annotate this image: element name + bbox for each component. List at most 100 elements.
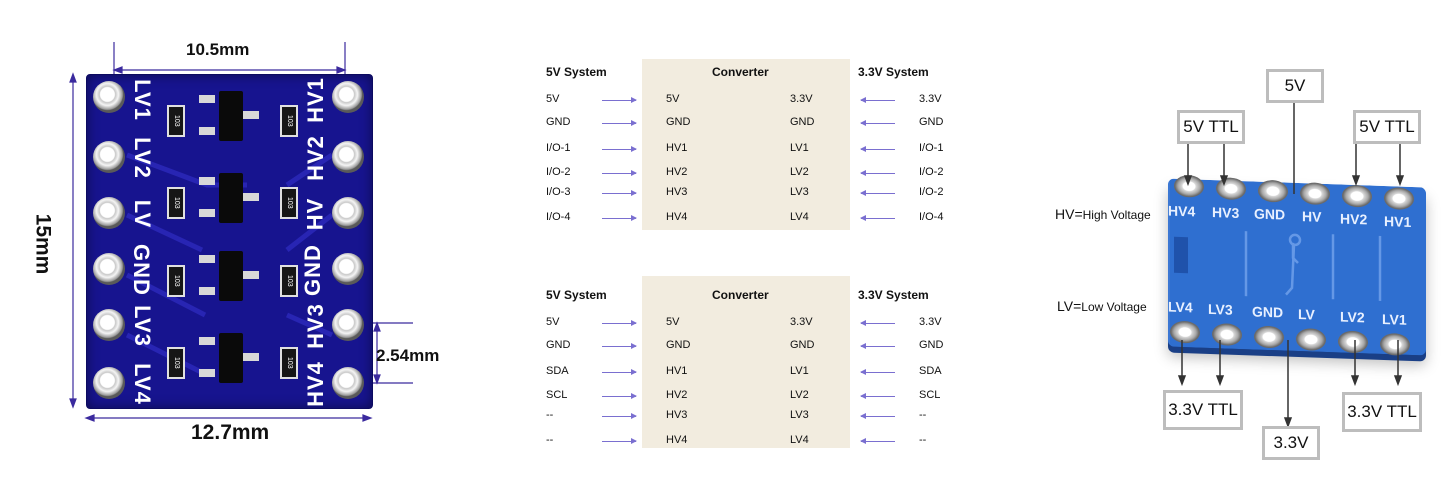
dim-arrowhead (373, 321, 381, 332)
hv-legend-text: High Voltage (1082, 208, 1151, 222)
table-cell: GND (666, 339, 691, 351)
right-arrow-icon (602, 215, 637, 221)
pcb-pad (93, 81, 125, 113)
left-arrow-icon (860, 190, 895, 196)
right-arrow-icon (602, 146, 637, 152)
table-cell: SDA (919, 365, 942, 377)
table-cell: I/O-2 (546, 166, 571, 178)
pin-label-hv2: HV2 (302, 135, 328, 181)
width-bottom-label: 12.7mm (191, 421, 270, 444)
dim-arrowhead (112, 66, 123, 74)
height-label: 15mm (31, 213, 55, 275)
left-arrow-icon (860, 413, 895, 419)
pcb-pad (93, 141, 125, 173)
lv-legend-text: Low Voltage (1081, 300, 1147, 314)
table-cell: HV2 (666, 389, 688, 401)
table-cell: -- (919, 409, 927, 421)
right-arrow-icon (602, 190, 637, 196)
right-arrow-icon (602, 438, 637, 444)
right-arrow-icon (602, 369, 637, 375)
table-cell: 3.3V (919, 316, 942, 328)
resistor: 103 (167, 187, 185, 219)
table-cell: LV4 (790, 211, 809, 223)
callout-5v-ttl-left: 5V TTL (1177, 110, 1245, 144)
lv-legend: LV=Low Voltage (1057, 298, 1147, 314)
dim-arrowhead (336, 66, 347, 74)
table-cell: -- (546, 409, 554, 421)
dim-arrowhead (69, 72, 77, 83)
table-cell: 5V (546, 316, 560, 328)
pcb-board: LV1 LV2 LV GND LV3 LV4 HV1 HV2 HV GND HV… (86, 74, 373, 409)
pcb-pad (332, 81, 364, 113)
mosfet-chip (219, 173, 243, 223)
pitch-label: 2.54mm (376, 346, 440, 365)
pcb-pad (332, 197, 364, 229)
pin-label-hv: HV (302, 197, 328, 231)
pcb-pad (93, 253, 125, 285)
table-cell: GND (546, 116, 571, 128)
mosfet-chip (219, 251, 243, 301)
left-arrow-icon (860, 343, 895, 349)
right-arrow-icon (602, 343, 637, 349)
table-cell: LV3 (790, 186, 809, 198)
chip-leg (199, 177, 215, 185)
leader-arrowhead (1215, 375, 1225, 387)
table-cell: 5V (666, 93, 680, 105)
leader-arrowhead (1183, 175, 1193, 187)
dimension-lines (69, 42, 413, 422)
table-cell: GND (919, 116, 944, 128)
table-cell: I/O-4 (919, 211, 944, 223)
callout-5v: 5V (1266, 69, 1324, 103)
pin-label-gnd: GND (128, 244, 154, 296)
pin-label-lv4: LV4 (129, 363, 155, 405)
converter-panel (642, 59, 850, 230)
chip-leg (199, 95, 215, 103)
leader-arrowhead (1395, 175, 1405, 187)
pcb-pad (332, 141, 364, 173)
resistor: 103 (280, 265, 298, 297)
left-arrow-icon (860, 320, 895, 326)
table-cell: GND (666, 116, 691, 128)
resistor: 103 (280, 347, 298, 379)
table-cell: I/O-1 (919, 142, 944, 154)
left-arrow-icon (860, 120, 895, 126)
table-cell: 5V (666, 316, 680, 328)
chip-leg (243, 271, 259, 279)
pin-label-lv1: LV1 (129, 79, 155, 121)
pcb-board-perspective: HV4 HV3 GND HV HV2 HV1 LV4 LV3 GND LV LV… (1168, 174, 1426, 356)
dim-arrowhead (84, 414, 95, 422)
table-cell: LV1 (790, 365, 809, 377)
resistor: 103 (167, 265, 185, 297)
table-cell: HV1 (666, 142, 688, 154)
converter-panel (642, 276, 850, 448)
callout-3v3-ttl-left: 3.3V TTL (1163, 390, 1243, 430)
table-cell: GND (790, 339, 815, 351)
table-cell: GND (790, 116, 815, 128)
pcb-traces (1174, 231, 1382, 301)
table-cell: -- (546, 434, 554, 446)
chip-leg (199, 255, 215, 263)
table-cell: LV3 (790, 409, 809, 421)
table-header-5v-system: 5V System (546, 288, 607, 302)
table-cell: 3.3V (919, 93, 942, 105)
right-arrow-icon (602, 413, 637, 419)
table-cell: GND (546, 339, 571, 351)
table-cell: GND (919, 339, 944, 351)
pin-label-hv4: HV4 (302, 361, 328, 407)
lv-legend-abbr: LV= (1057, 298, 1082, 314)
pin-label-lv3: LV3 (129, 305, 155, 347)
table-cell: I/O-1 (546, 142, 571, 154)
pin-label-hv3: HV3 (302, 303, 328, 349)
chip-leg (199, 127, 215, 135)
left-arrow-icon (860, 146, 895, 152)
table-cell: 5V (546, 93, 560, 105)
leader-arrowhead (1351, 175, 1361, 187)
hv-legend: HV=High Voltage (1055, 206, 1151, 222)
leader-arrowhead (1350, 375, 1360, 387)
pcb-pad (93, 197, 125, 229)
pin-label-gnd-right: GND (299, 244, 325, 296)
table-cell: I/O-2 (919, 186, 944, 198)
table-cell: HV1 (666, 365, 688, 377)
leader-arrowhead (1393, 375, 1403, 387)
resistor: 103 (167, 347, 185, 379)
